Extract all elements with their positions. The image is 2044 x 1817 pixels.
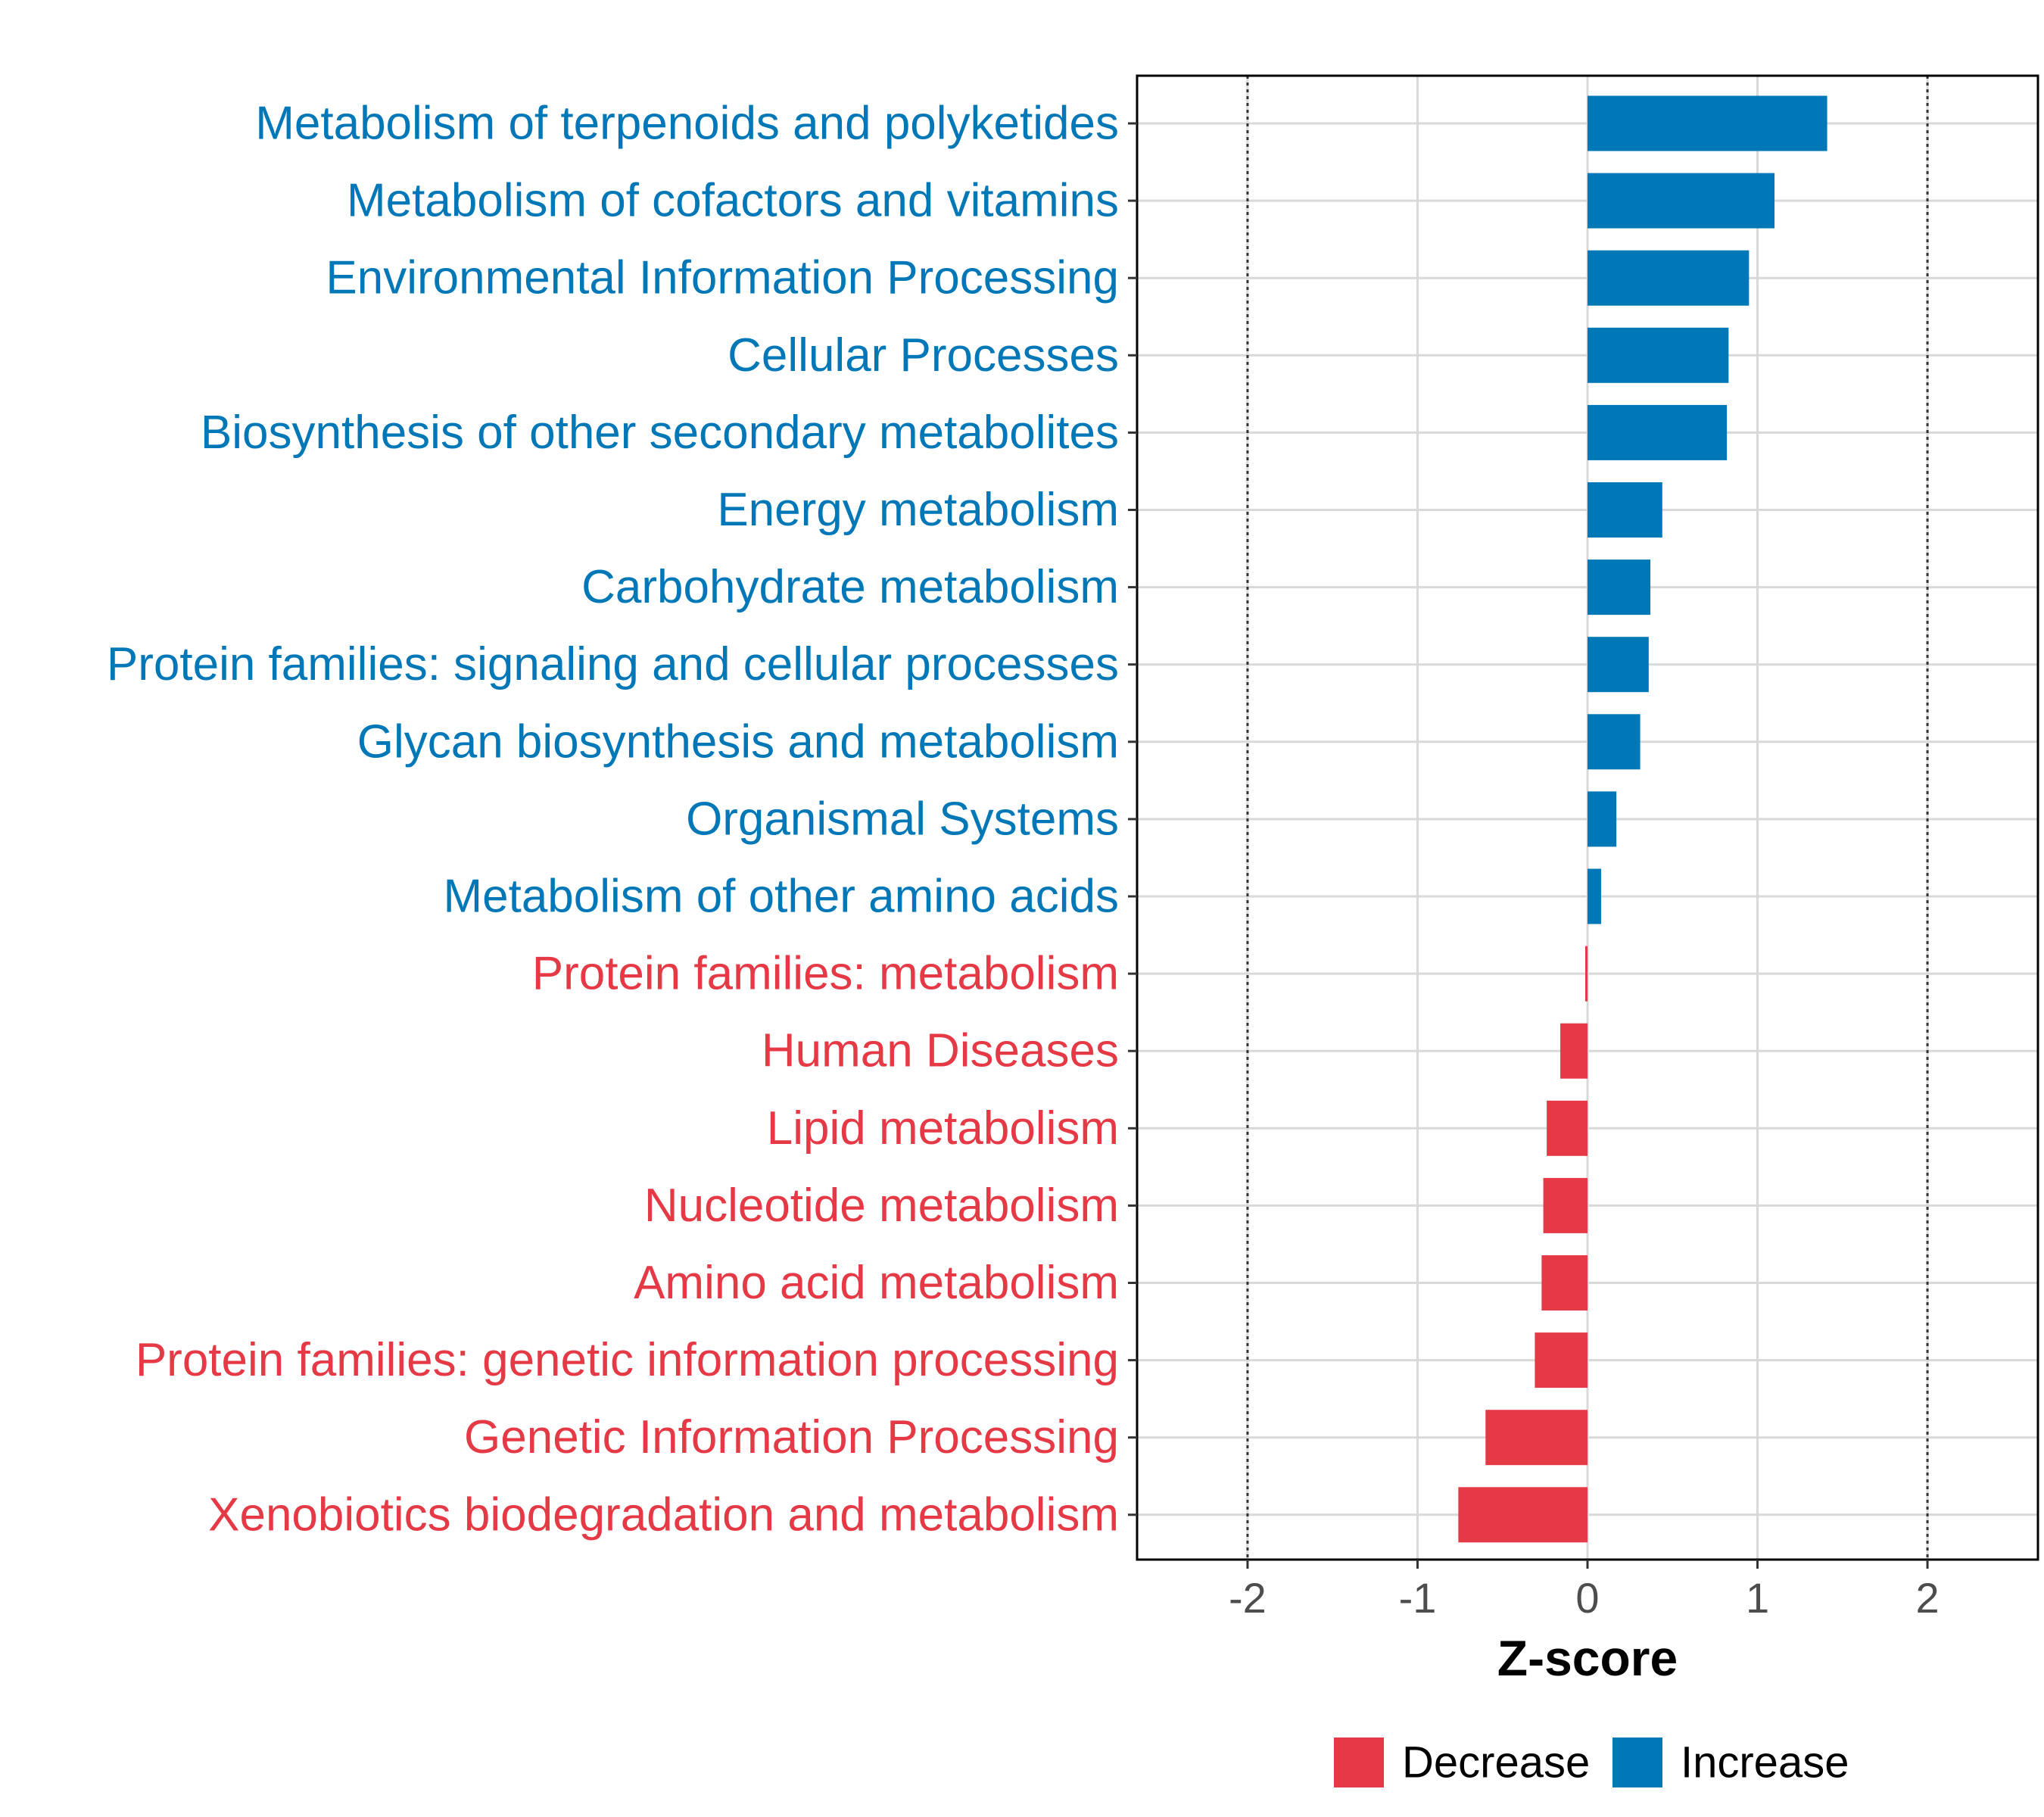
category-label: Glycan biosynthesis and metabolism	[357, 715, 1119, 768]
bar-decrease	[1543, 1177, 1588, 1233]
bar-increase	[1588, 791, 1617, 847]
bar-increase	[1588, 173, 1774, 229]
category-label: Energy metabolism	[717, 484, 1119, 536]
bar-layer	[1458, 95, 1827, 1543]
x-axis-ticks: -2 -1 0 1 2	[1229, 1560, 1940, 1622]
category-label: Human Diseases	[762, 1025, 1119, 1077]
x-tick-label: 2	[1915, 1574, 1939, 1622]
y-axis-labels: Metabolism of terpenoids and polyketides…	[107, 98, 1119, 1541]
bar-increase	[1588, 714, 1640, 770]
category-label: Metabolism of cofactors and vitamins	[347, 175, 1119, 227]
category-label: Metabolism of terpenoids and polyketides	[255, 98, 1119, 150]
category-label: Biosynthesis of other secondary metaboli…	[201, 407, 1119, 459]
category-label: Protein families: metabolism	[532, 948, 1119, 1000]
bar-increase	[1588, 637, 1649, 693]
bar-decrease	[1585, 946, 1588, 1002]
category-label: Genetic Information Processing	[464, 1411, 1119, 1463]
category-label: Cellular Processes	[728, 329, 1119, 382]
legend-key-decrease	[1334, 1738, 1384, 1787]
x-tick-label: 0	[1575, 1574, 1599, 1622]
legend-label-increase: Increase	[1681, 1738, 1849, 1787]
bar-decrease	[1560, 1023, 1588, 1079]
category-label: Nucleotide metabolism	[644, 1180, 1119, 1232]
x-tick-label: -2	[1229, 1574, 1267, 1622]
bar-decrease	[1547, 1100, 1588, 1156]
legend-key-increase	[1612, 1738, 1662, 1787]
bar-increase	[1588, 327, 1729, 383]
x-axis-title: Z-score	[1497, 1630, 1678, 1686]
bar-increase	[1588, 482, 1662, 538]
bar-increase	[1588, 250, 1750, 306]
category-label: Environmental Information Processing	[326, 252, 1119, 304]
category-label: Organismal Systems	[686, 793, 1119, 845]
category-label: Xenobiotics biodegradation and metabolis…	[208, 1488, 1119, 1541]
legend-label-decrease: Decrease	[1402, 1738, 1590, 1787]
reference-lines	[1246, 76, 1929, 1560]
category-label: Amino acid metabolism	[634, 1257, 1119, 1309]
category-label: Metabolism of other amino acids	[443, 871, 1119, 923]
category-label: Protein families: signaling and cellular…	[107, 638, 1119, 690]
bar-increase	[1588, 404, 1728, 460]
bar-decrease	[1535, 1332, 1588, 1388]
bar-increase	[1588, 95, 1827, 151]
category-label: Carbohydrate metabolism	[581, 561, 1119, 613]
bar-decrease	[1541, 1255, 1588, 1311]
legend: Decrease Increase	[1334, 1738, 1849, 1787]
bar-decrease	[1485, 1410, 1588, 1466]
bar-increase	[1588, 559, 1651, 616]
bar-increase	[1588, 868, 1601, 924]
category-label: Lipid metabolism	[767, 1102, 1119, 1155]
y-axis-ticks	[1128, 122, 1137, 1516]
x-tick-label: 1	[1746, 1574, 1769, 1622]
x-tick-label: -1	[1399, 1574, 1437, 1622]
category-label: Protein families: genetic information pr…	[136, 1334, 1119, 1386]
bar-decrease	[1458, 1487, 1588, 1543]
